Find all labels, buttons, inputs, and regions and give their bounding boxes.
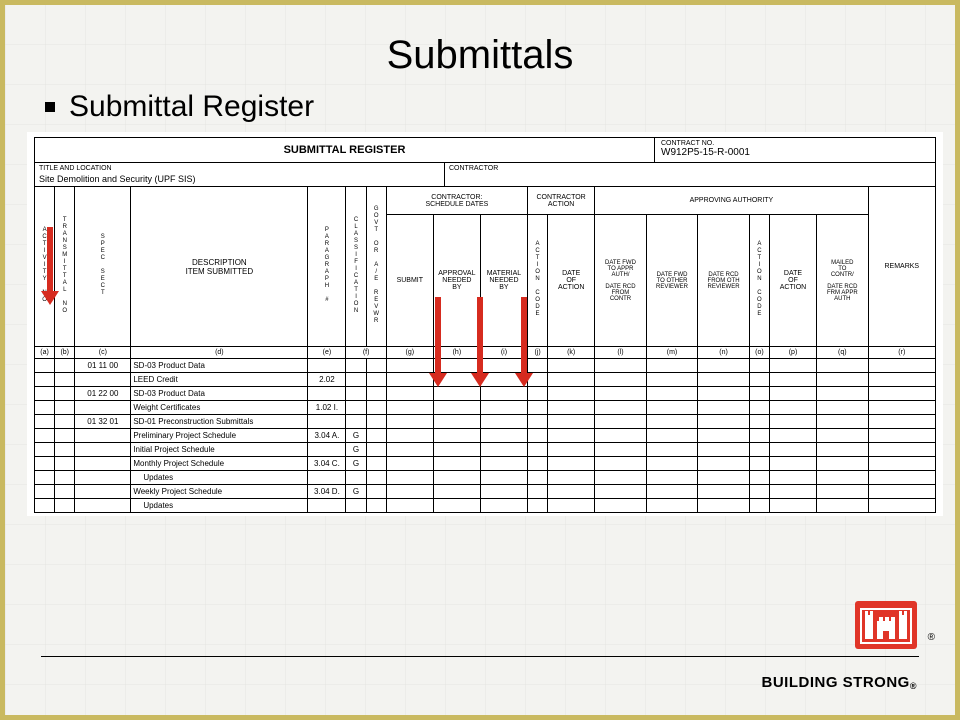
col-q: MAILED TO CONTR/ DATE RCD FRM APPR AUTH [817,215,869,347]
table-row: 01 22 00SD-03 Product Data [35,387,936,401]
table-row: Weight Certificates1.02 I. [35,401,936,415]
brand-tagline: BUILDING STRONG® [762,674,917,691]
red-arrow-icon [47,227,53,293]
logo-registered-mark: ® [928,632,935,643]
slide-content: Submittals Submittal Register SUBMITTAL … [5,5,955,516]
contract-no-label: CONTRACT NO. [661,140,929,147]
table-row: Updates [35,499,936,513]
col-r: REMARKS [868,187,935,347]
grp-approving: APPROVING AUTHORITY [595,187,868,215]
bullet-square-icon [45,102,55,112]
form-heading: SUBMITTAL REGISTER [35,138,655,162]
table-row: Initial Project ScheduleG [35,443,936,457]
bullet-text: Submittal Register [69,90,314,124]
col-c: SPEC SECT [100,234,106,297]
col-m: DATE FWD TO OTHER REVIEWER [646,215,698,347]
red-arrow-icon [521,297,527,375]
col-f: CLASSIFICATION [353,217,359,315]
page-title: Submittals [39,33,921,78]
col-g: SUBMIT [386,215,433,347]
footer-rule [41,656,919,657]
col-l: DATE FWD TO APPR AUTH/ DATE RCD FROM CON… [595,215,647,347]
red-arrow-icon [477,297,483,375]
register-table: ACTIVITY NO TRANSMITTAL NO SPEC SECT DES… [34,186,936,513]
col-e: PARAGRAPH # [324,227,330,304]
title-location-label: TITLE AND LOCATION [39,165,440,172]
table-row: 01 32 01SD-01 Preconstruction Submittals [35,415,936,429]
table-row: Monthly Project Schedule3.04 C.G [35,457,936,471]
grp-contractor-sched: CONTRACTOR: SCHEDULE DATES [386,187,527,215]
red-arrow-icon [435,297,441,375]
table-row: Updates [35,471,936,485]
table-row: 01 11 00SD-03 Product Data [35,359,936,373]
title-location-value: Site Demolition and Security (UPF SIS) [39,172,440,184]
letter-row: (a) (b) (c) (d) (e) (f) (g) (h) (i) (j) … [35,347,936,359]
bullet-line: Submittal Register [45,90,921,124]
usace-castle-logo-icon [855,601,917,649]
col-k: DATE OF ACTION [548,215,595,347]
table-row: Preliminary Project Schedule3.04 A.G [35,429,936,443]
col-n: DATE RCD FROM OTH REVIEWER [698,215,750,347]
col-d: DESCRIPTION ITEM SUBMITTED [131,187,308,347]
grp-contractor-action: CONTRACTOR ACTION [527,187,594,215]
contract-no-value: W912P5-15-R-0001 [661,147,929,158]
table-row: Weekly Project Schedule3.04 D.G [35,485,936,499]
col-b: TRANSMITTAL NO [62,217,68,315]
col-p: DATE OF ACTION [769,215,816,347]
col-j: ACTION CODE [535,241,541,318]
col-f2: GOVT OR A/E REVWR [373,206,379,325]
contractor-label: CONTRACTOR [449,165,931,172]
submittal-register-form: SUBMITTAL REGISTER CONTRACT NO. W912P5-1… [27,132,943,516]
col-o: ACTION CODE [756,241,762,318]
